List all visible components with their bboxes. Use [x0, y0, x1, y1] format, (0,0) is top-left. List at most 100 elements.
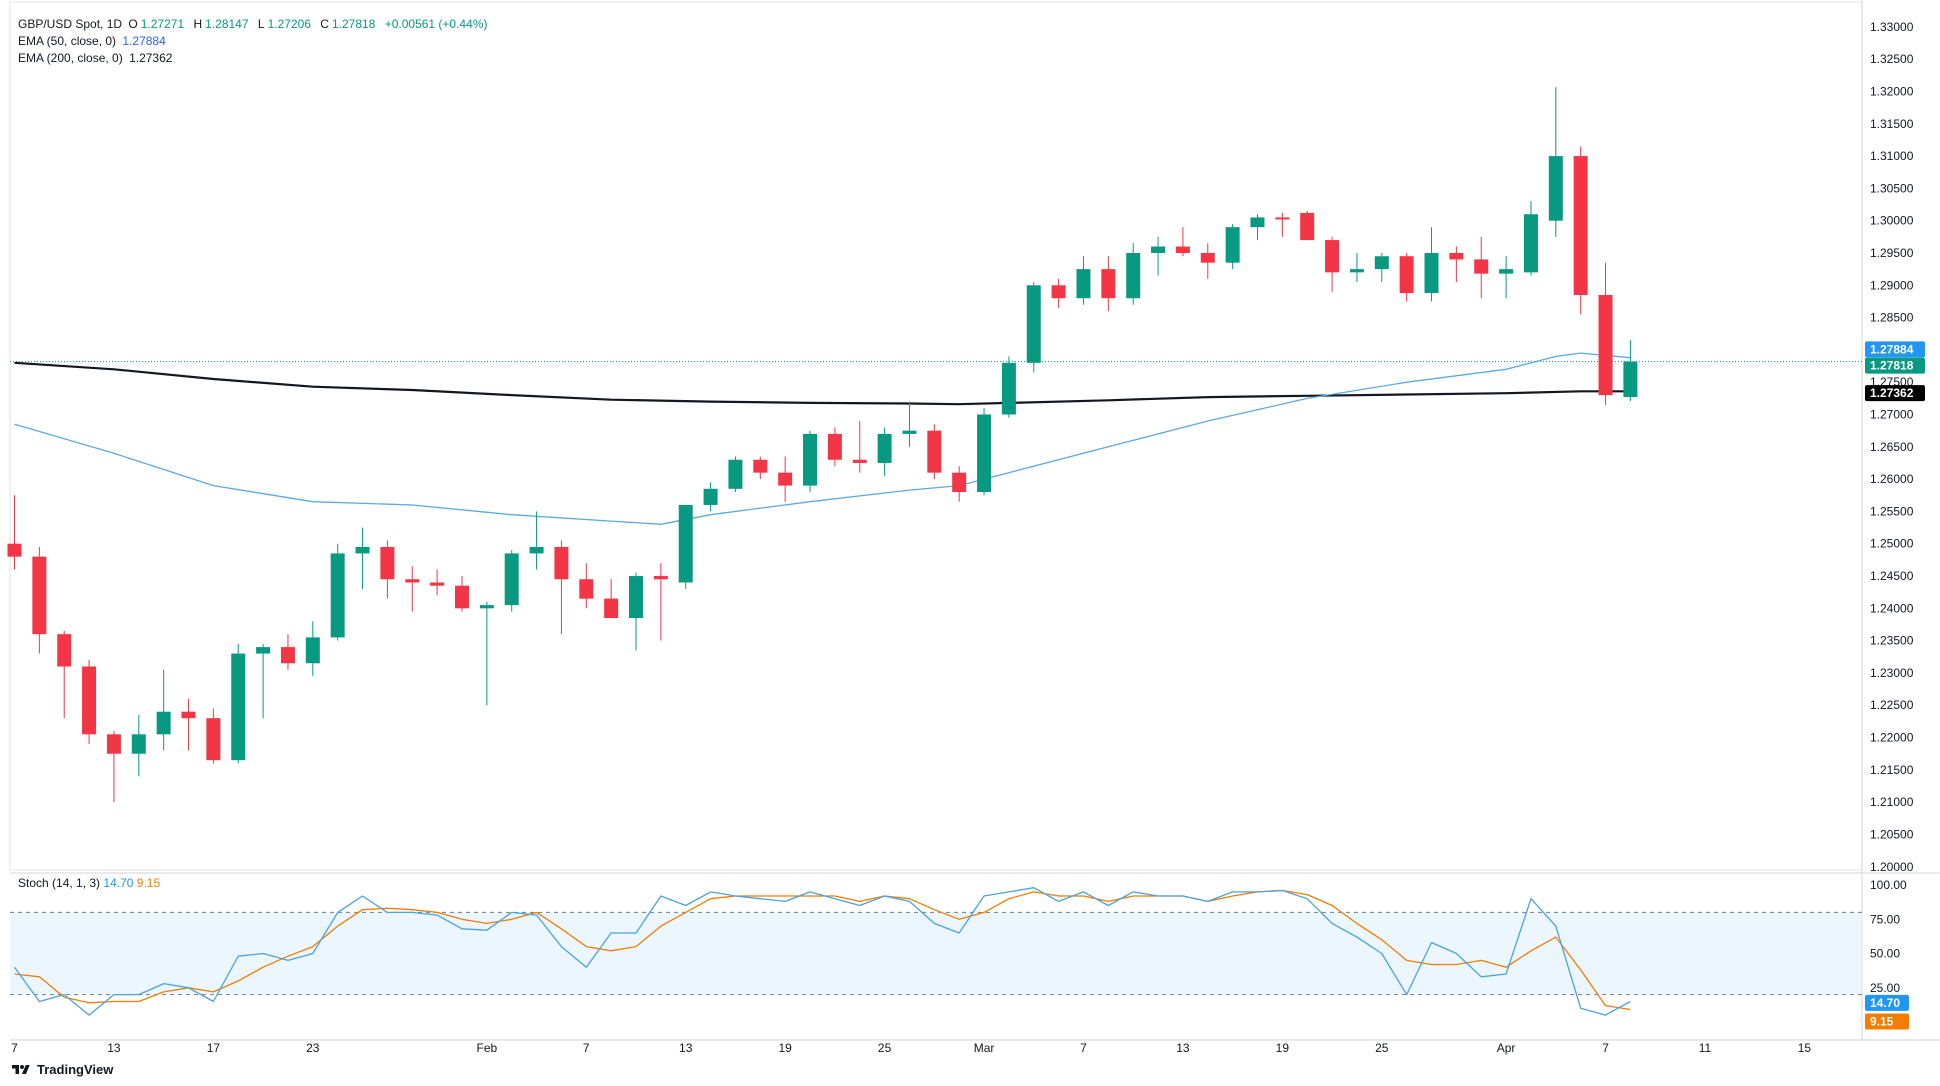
price-tick-label: 1.23000	[1870, 666, 1914, 680]
stoch-tick-label: 100.00	[1870, 878, 1907, 892]
time-tick-label: Mar	[974, 1041, 995, 1055]
candle-body	[1449, 252, 1464, 260]
candle-body	[1200, 252, 1215, 263]
candle-body	[1076, 269, 1091, 299]
candle-body	[330, 553, 345, 638]
ema-layer	[14, 352, 1631, 525]
ema200-value: 1.27362	[129, 51, 173, 65]
candle	[1300, 210, 1315, 241]
price-tick-label: 1.31000	[1870, 149, 1914, 163]
brand-name: TradingView	[37, 1062, 114, 1077]
candle	[206, 708, 221, 764]
price-tick-label: 1.26000	[1870, 472, 1914, 486]
candle	[504, 550, 519, 612]
candle-body	[1225, 227, 1240, 263]
candle-body	[1250, 217, 1265, 228]
tradingview-logo-icon	[12, 1064, 30, 1074]
candle-body	[579, 579, 594, 599]
price-tick-label: 1.23500	[1870, 634, 1914, 648]
candle-body	[1001, 362, 1016, 415]
candle-body	[405, 579, 420, 583]
candle	[902, 401, 917, 447]
time-tick-label: 13	[679, 1041, 693, 1055]
candle-body	[629, 576, 643, 619]
candle-body	[952, 472, 967, 493]
stoch-tick-label: 50.00	[1870, 947, 1900, 961]
candle-body	[1548, 156, 1563, 221]
candle	[827, 427, 842, 467]
candle-body	[156, 711, 171, 735]
candle	[554, 540, 569, 635]
candle-body	[604, 598, 619, 619]
candle-body	[256, 647, 271, 654]
candle-body	[778, 472, 793, 486]
candle-body	[1126, 252, 1141, 299]
candle	[803, 430, 818, 493]
candle	[1523, 201, 1538, 276]
ema50-legend[interactable]: EMA (50, close, 0) 1.27884	[18, 33, 169, 50]
stoch-legend[interactable]: Stoch (14, 1, 3) 14.70 9.15	[18, 876, 160, 890]
time-axis: 7 13 17 23 Feb 7 13 19 25 Mar 7 13 19 25 Apr 7 11 15	[11, 1041, 1811, 1055]
candle	[305, 621, 320, 677]
symbol-label: GBP/USD Spot, 1D	[18, 17, 123, 31]
time-tick-label: 25	[1375, 1041, 1389, 1055]
candle-body	[703, 488, 718, 505]
candle-body	[1474, 259, 1489, 274]
candle	[1151, 236, 1166, 276]
candle-body	[1275, 217, 1290, 220]
stoch-value-text: 9.15	[1870, 1014, 1894, 1028]
candle	[653, 563, 668, 641]
candle	[952, 466, 967, 502]
price-tick-label: 1.22500	[1870, 698, 1914, 712]
candles	[7, 86, 1638, 803]
tradingview-logo[interactable]: TradingView	[10, 1062, 113, 1077]
ema200-legend[interactable]: EMA (200, close, 0) 1.27362	[18, 50, 175, 67]
price-tick-label: 1.30500	[1870, 181, 1914, 195]
candle	[7, 495, 22, 570]
candle	[529, 511, 544, 570]
candle	[330, 543, 345, 641]
time-tick-label: 7	[1602, 1041, 1609, 1055]
candle	[380, 540, 395, 599]
candle-body	[1026, 285, 1041, 363]
time-tick-label: 15	[1798, 1041, 1812, 1055]
candle-body	[380, 546, 395, 580]
candle-body	[1300, 212, 1315, 241]
price-label-1.27884: 1.27884	[1865, 341, 1925, 358]
candle-body	[902, 430, 917, 434]
candle	[604, 579, 619, 619]
candle	[1349, 252, 1364, 283]
low-label: L 1.27206	[257, 17, 311, 31]
candle-body	[106, 734, 121, 754]
candle-body	[1623, 361, 1638, 398]
time-tick-label: 13	[107, 1041, 121, 1055]
price-tick-label: 1.29500	[1870, 246, 1914, 260]
time-tick-label: 7	[583, 1041, 590, 1055]
candle-body	[430, 582, 445, 586]
price-tick-label: 1.31500	[1870, 117, 1914, 131]
change-label: +0.00561 (+0.44%)	[384, 17, 488, 31]
candle-body	[355, 546, 370, 554]
price-tick-label: 1.26500	[1870, 440, 1914, 454]
candle	[629, 572, 643, 651]
candle	[1573, 146, 1588, 315]
candle	[355, 527, 370, 589]
candle-body	[529, 546, 544, 554]
candle	[1026, 282, 1041, 373]
candle-body	[32, 556, 47, 635]
candle	[1051, 278, 1066, 308]
ema200-label: EMA (200, close, 0)	[18, 51, 123, 65]
candle-body	[1573, 156, 1588, 295]
price-tick-label: 1.21000	[1870, 795, 1914, 809]
price-tick-label: 1.29000	[1870, 278, 1914, 292]
price-tick-label: 1.28500	[1870, 311, 1914, 325]
candle	[231, 643, 246, 764]
candle	[106, 731, 121, 803]
stoch-d-value: 9.15	[136, 876, 161, 890]
candle	[977, 408, 992, 496]
price-label-text: 1.27818	[1870, 359, 1914, 373]
stoch-value-text: 14.70	[1870, 996, 1900, 1010]
candle	[1250, 214, 1265, 241]
candle-body	[280, 647, 295, 664]
